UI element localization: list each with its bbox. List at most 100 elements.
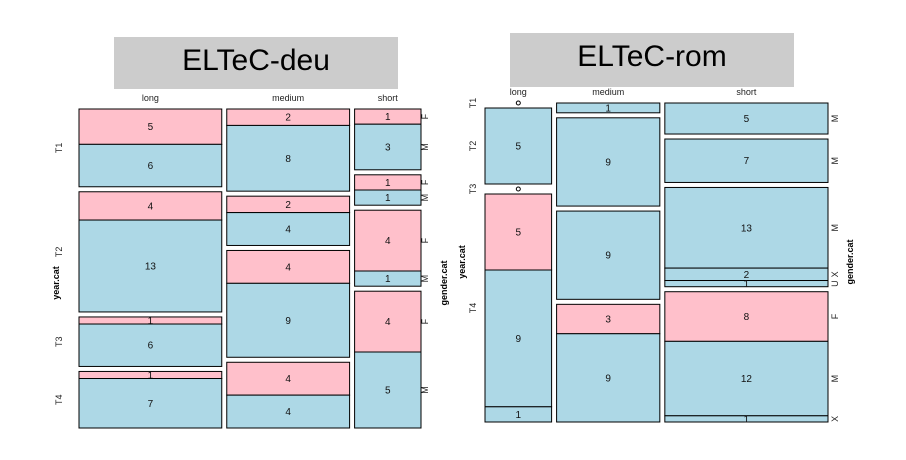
chart-title-box xyxy=(510,33,794,87)
mosaic-cell xyxy=(226,124,351,192)
cell-count-label: 9 xyxy=(605,373,611,384)
year-tick-label: T4 xyxy=(54,394,64,405)
year-tick-label: T1 xyxy=(468,98,478,109)
gender-axis-title: gender.cat xyxy=(845,239,855,284)
mosaic-cell xyxy=(664,280,829,288)
gender-tick-label: F xyxy=(420,179,430,185)
mosaic-cell xyxy=(664,415,829,423)
y-axis-title: year.cat xyxy=(457,245,467,279)
mosaic-cell xyxy=(78,108,223,145)
year-tick-label: T3 xyxy=(54,336,64,347)
chart-title: ELTeC-rom xyxy=(577,40,726,73)
cell-count-label: 5 xyxy=(385,386,391,397)
cell-count-label: 1 xyxy=(516,410,522,421)
mosaic-cell xyxy=(664,340,829,417)
cell-count-label: 4 xyxy=(148,201,154,212)
mosaic-cell xyxy=(664,186,829,269)
cell-count-label: 5 xyxy=(516,142,522,153)
length-tick-label: long xyxy=(510,87,527,97)
y-axis-title: year.cat xyxy=(51,266,61,300)
cell-count-label: 1 xyxy=(148,316,154,327)
mosaic-cell xyxy=(78,143,223,188)
gender-tick-label: M xyxy=(420,194,430,202)
mosaic-cell xyxy=(78,323,223,367)
cell-count-label: 5 xyxy=(516,228,522,239)
mosaic-cell xyxy=(664,291,829,342)
cell-count-label: 13 xyxy=(741,223,753,234)
mosaic-cell xyxy=(226,282,351,358)
year-tick-label: T3 xyxy=(468,184,478,195)
cell-count-label: 8 xyxy=(285,154,291,165)
cell-count-label: 4 xyxy=(285,262,291,273)
cell-count-label: 1 xyxy=(385,178,391,189)
mosaic-cell xyxy=(484,107,553,185)
cell-count-label: 13 xyxy=(145,262,157,273)
cell-count-label: 3 xyxy=(605,315,611,326)
mosaic-cell xyxy=(664,138,829,183)
mosaic-cell xyxy=(354,209,422,272)
cell-count-label: 4 xyxy=(285,374,291,385)
mosaic-cell xyxy=(354,290,422,353)
empty-cell-marker xyxy=(515,186,521,192)
mosaic-cell xyxy=(556,117,661,207)
mosaic-cell xyxy=(484,406,553,423)
cell-count-label: 7 xyxy=(148,399,154,410)
cell-count-label: 4 xyxy=(385,236,391,247)
gender-tick-label: M xyxy=(420,386,430,394)
cell-count-label: 4 xyxy=(385,317,391,328)
mosaic-cell xyxy=(484,269,553,408)
cell-count-label: 5 xyxy=(744,114,750,125)
gender-tick-label: F xyxy=(830,313,840,319)
mosaic-cell xyxy=(78,219,223,313)
cell-count-label: 1 xyxy=(385,274,391,285)
cell-count-label: 1 xyxy=(148,370,154,381)
mosaic-cell xyxy=(226,212,351,246)
year-tick-label: T2 xyxy=(54,247,64,258)
gender-tick-label: M xyxy=(830,224,840,232)
year-tick-label: T2 xyxy=(468,141,478,152)
chart-title-box xyxy=(114,37,398,89)
gender-tick-label: U xyxy=(830,280,840,287)
gender-tick-label: F xyxy=(420,113,430,119)
cell-count-label: 2 xyxy=(285,200,291,211)
mosaic-cell xyxy=(556,303,661,335)
gender-tick-label: F xyxy=(420,318,430,324)
mosaic-cell xyxy=(664,102,829,135)
cell-count-label: 9 xyxy=(285,316,291,327)
gender-tick-label: X xyxy=(830,416,840,422)
gender-axis-title: gender.cat xyxy=(439,260,449,305)
gender-tick-label: M xyxy=(830,115,840,123)
mosaic-cell xyxy=(354,189,422,206)
cell-count-label: 6 xyxy=(148,161,154,172)
length-tick-label: medium xyxy=(272,93,304,103)
year-tick-label: T4 xyxy=(468,303,478,314)
gender-tick-label: F xyxy=(420,237,430,243)
mosaic-cell xyxy=(484,193,553,271)
cell-count-label: 1 xyxy=(385,193,391,204)
mosaic-cell xyxy=(556,210,661,300)
cell-count-label: 3 xyxy=(385,143,391,154)
mosaic-cell xyxy=(354,123,422,171)
mosaic-cell xyxy=(354,351,422,429)
cell-count-label: 6 xyxy=(148,341,154,352)
chart-title: ELTeC-deu xyxy=(182,44,330,77)
cell-count-label: 4 xyxy=(285,225,291,236)
cell-count-label: 2 xyxy=(285,113,291,124)
gender-tick-label: X xyxy=(830,271,840,277)
cell-count-label: 2 xyxy=(744,270,750,281)
cell-count-label: 12 xyxy=(741,374,753,385)
cell-count-label: 5 xyxy=(148,122,154,133)
gender-tick-label: M xyxy=(420,275,430,283)
gender-tick-label: M xyxy=(830,375,840,383)
mosaic-cell xyxy=(78,378,223,429)
cell-count-label: 4 xyxy=(285,407,291,418)
length-tick-label: medium xyxy=(592,87,624,97)
cell-count-label: 1 xyxy=(744,279,750,290)
mosaic-cell xyxy=(226,361,351,396)
cell-count-label: 7 xyxy=(744,156,750,167)
mosaic-cell xyxy=(226,394,351,429)
length-tick-label: short xyxy=(378,93,399,103)
mosaic-cell xyxy=(354,270,422,287)
length-tick-label: short xyxy=(736,87,757,97)
